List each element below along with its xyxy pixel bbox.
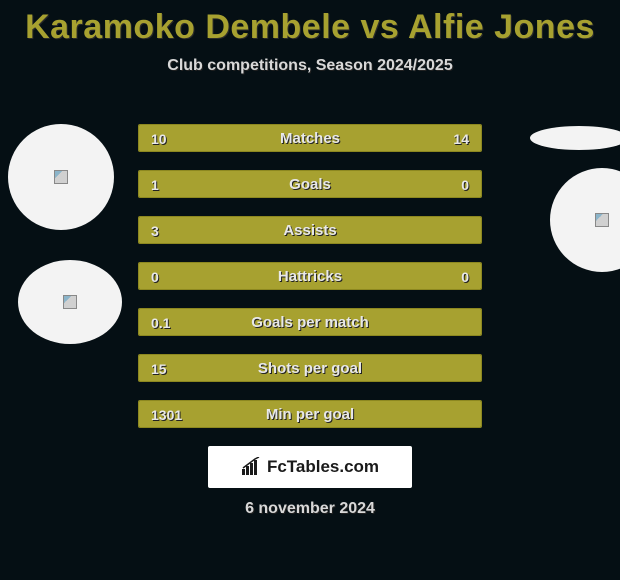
comparison-bars: 1014Matches 10Goals 3Assists 00Hattricks 0.1…	[138, 124, 482, 428]
stat-row: 0.1Goals per match	[138, 308, 482, 336]
stat-row: 15Shots per goal	[138, 354, 482, 382]
stat-row: 00Hattricks	[138, 262, 482, 290]
stat-bar-left	[139, 171, 399, 197]
stat-bar-right	[399, 171, 481, 197]
stat-row: 1301Min per goal	[138, 400, 482, 428]
fctables-logo-icon	[241, 457, 261, 477]
stat-bar-right	[327, 263, 481, 289]
stat-bar-left	[139, 309, 481, 335]
stat-bar-left	[139, 217, 481, 243]
player-left-avatar	[8, 124, 114, 230]
logo-box: FcTables.com	[208, 446, 412, 488]
broken-image-icon	[54, 170, 68, 184]
player-right-avatar	[550, 168, 620, 272]
subtitle: Club competitions, Season 2024/2025	[0, 57, 620, 75]
broken-image-icon	[595, 213, 609, 227]
stat-bar-left	[139, 263, 327, 289]
broken-image-icon	[63, 295, 77, 309]
stat-bar-left	[139, 125, 276, 151]
stat-row: 1014Matches	[138, 124, 482, 152]
logo-text: FcTables.com	[267, 457, 379, 477]
stat-row: 10Goals	[138, 170, 482, 198]
player-left-club-avatar	[18, 260, 122, 344]
stat-bar-left	[139, 355, 481, 381]
stat-row: 3Assists	[138, 216, 482, 244]
page-title: Karamoko Dembele vs Alfie Jones	[0, 0, 620, 47]
stat-bar-left	[139, 401, 481, 427]
stat-bar-right	[276, 125, 481, 151]
date-label: 6 november 2024	[0, 500, 620, 518]
decorative-oval	[530, 126, 620, 150]
